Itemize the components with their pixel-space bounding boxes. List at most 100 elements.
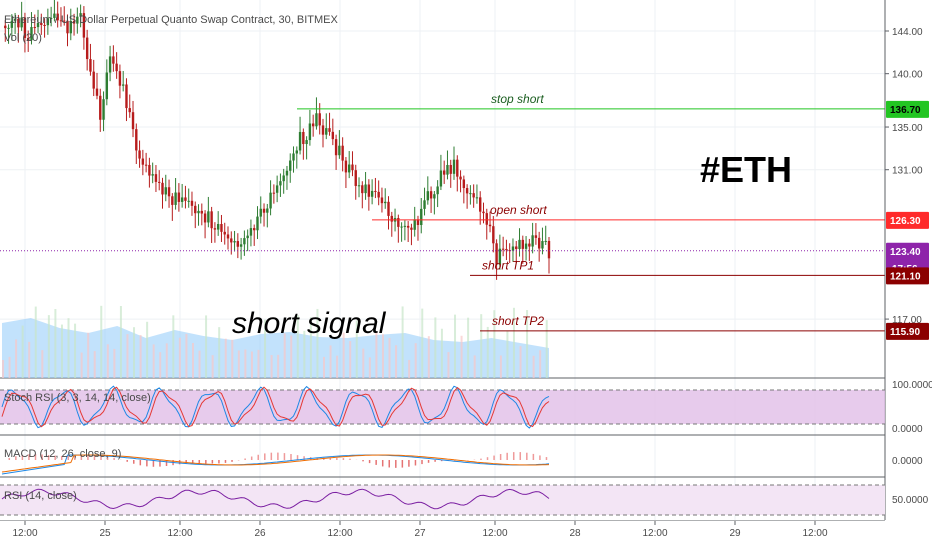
chart-title: Ethereum / US Dollar Perpetual Quanto Sw…	[4, 14, 338, 26]
macd-histogram-bar	[329, 457, 332, 460]
candle-body	[518, 239, 521, 250]
macd-histogram-bar	[165, 460, 168, 466]
candle-body	[105, 72, 109, 100]
volume-bar	[257, 349, 260, 378]
macd-histogram-bar	[28, 454, 30, 460]
candle-body	[275, 185, 279, 193]
macd-histogram-bar	[349, 458, 351, 460]
macd-histogram-bar	[21, 454, 24, 460]
volume-bar	[178, 337, 181, 378]
candle-body	[377, 191, 380, 198]
rsi-label: RSI (14, close)	[4, 490, 77, 502]
volume-bar	[303, 330, 306, 378]
volume-bar	[309, 317, 312, 378]
candle-body	[99, 95, 102, 120]
candle-body	[249, 228, 253, 236]
candle-body	[7, 27, 10, 29]
price-tag-label: 121.10	[890, 271, 921, 282]
volume-bar	[119, 306, 122, 378]
volume-bar	[296, 315, 299, 378]
macd-histogram-bar	[15, 456, 17, 460]
macd-histogram-bar	[60, 455, 63, 460]
macd-histogram-bar	[264, 453, 266, 460]
candle-body	[515, 246, 518, 250]
price-tag-label: 126.30	[890, 216, 921, 227]
macd-histogram-bar	[244, 458, 246, 460]
candle-body	[56, 13, 59, 21]
macd-histogram-bar	[362, 460, 364, 462]
candle-body	[469, 193, 472, 195]
volume-bar	[519, 346, 522, 378]
macd-histogram-bar	[427, 460, 430, 463]
time-tick-label: 12:00	[802, 528, 827, 539]
macd-histogram-bar	[277, 452, 279, 460]
volume-bar	[545, 320, 548, 378]
candle-body	[361, 185, 364, 194]
candle-body	[95, 88, 99, 96]
macd-histogram-bar	[545, 457, 548, 460]
candle-body	[547, 240, 551, 259]
volume-bar	[15, 339, 18, 378]
macd-histogram-bar	[512, 452, 515, 460]
volume-bar	[434, 317, 437, 378]
volume-bar	[100, 305, 103, 378]
price-tag	[886, 211, 929, 229]
candle-body	[262, 208, 266, 213]
candle-body	[174, 192, 177, 205]
candle-body	[112, 56, 115, 64]
volume-bar	[362, 348, 365, 378]
candle-body	[347, 164, 351, 173]
candle-body	[53, 13, 56, 18]
candle-body	[357, 185, 361, 187]
candle-body	[452, 159, 456, 174]
candle-body	[475, 197, 479, 199]
candle-body	[341, 145, 344, 161]
candle-body	[33, 27, 36, 29]
volume-bar	[198, 350, 201, 378]
candle-body	[135, 129, 138, 151]
level-label: stop short	[491, 92, 544, 106]
rsi-line	[1, 488, 550, 510]
candle-body	[259, 208, 262, 217]
volume-bar	[342, 332, 345, 378]
macd-histogram-bar	[41, 454, 43, 460]
candle-body	[354, 170, 357, 186]
candle-body	[49, 17, 53, 19]
price-tag	[886, 267, 929, 285]
macd-histogram-bar	[454, 460, 456, 461]
macd-histogram-bar	[54, 455, 56, 460]
volume-bar	[113, 348, 116, 378]
macd-histogram-bar	[375, 460, 377, 465]
volume-bar	[106, 344, 109, 378]
price-tag-label: 115.90	[890, 327, 920, 338]
candle-body	[13, 18, 17, 21]
candle-body	[384, 201, 387, 204]
volume-bar	[532, 355, 535, 378]
candle-body	[390, 215, 393, 222]
candle-body	[537, 237, 541, 249]
volume-bar	[250, 351, 253, 378]
stoch-tick-label: 0.0000	[892, 424, 923, 435]
volume-bar	[41, 350, 44, 378]
volume-bar	[395, 345, 398, 378]
macd-histogram-bar	[493, 455, 495, 460]
candle-body	[63, 20, 66, 22]
macd-histogram-bar	[100, 455, 102, 460]
macd-histogram-bar	[139, 460, 142, 466]
candle-body	[131, 112, 135, 130]
candle-body	[420, 208, 423, 226]
candle-body	[305, 140, 308, 145]
time-tick-label: 12:00	[167, 528, 192, 539]
macd-histogram-bar	[126, 460, 128, 462]
candle-body	[108, 56, 112, 73]
candle-body	[321, 125, 325, 135]
volume-bar	[21, 325, 24, 378]
candle-body	[269, 192, 272, 209]
candle-body	[43, 24, 46, 26]
candle-body	[426, 191, 430, 201]
candle-body	[256, 216, 259, 231]
time-tick-label: 12:00	[482, 528, 507, 539]
macd-histogram-bar	[539, 455, 541, 460]
candle-body	[433, 194, 436, 199]
